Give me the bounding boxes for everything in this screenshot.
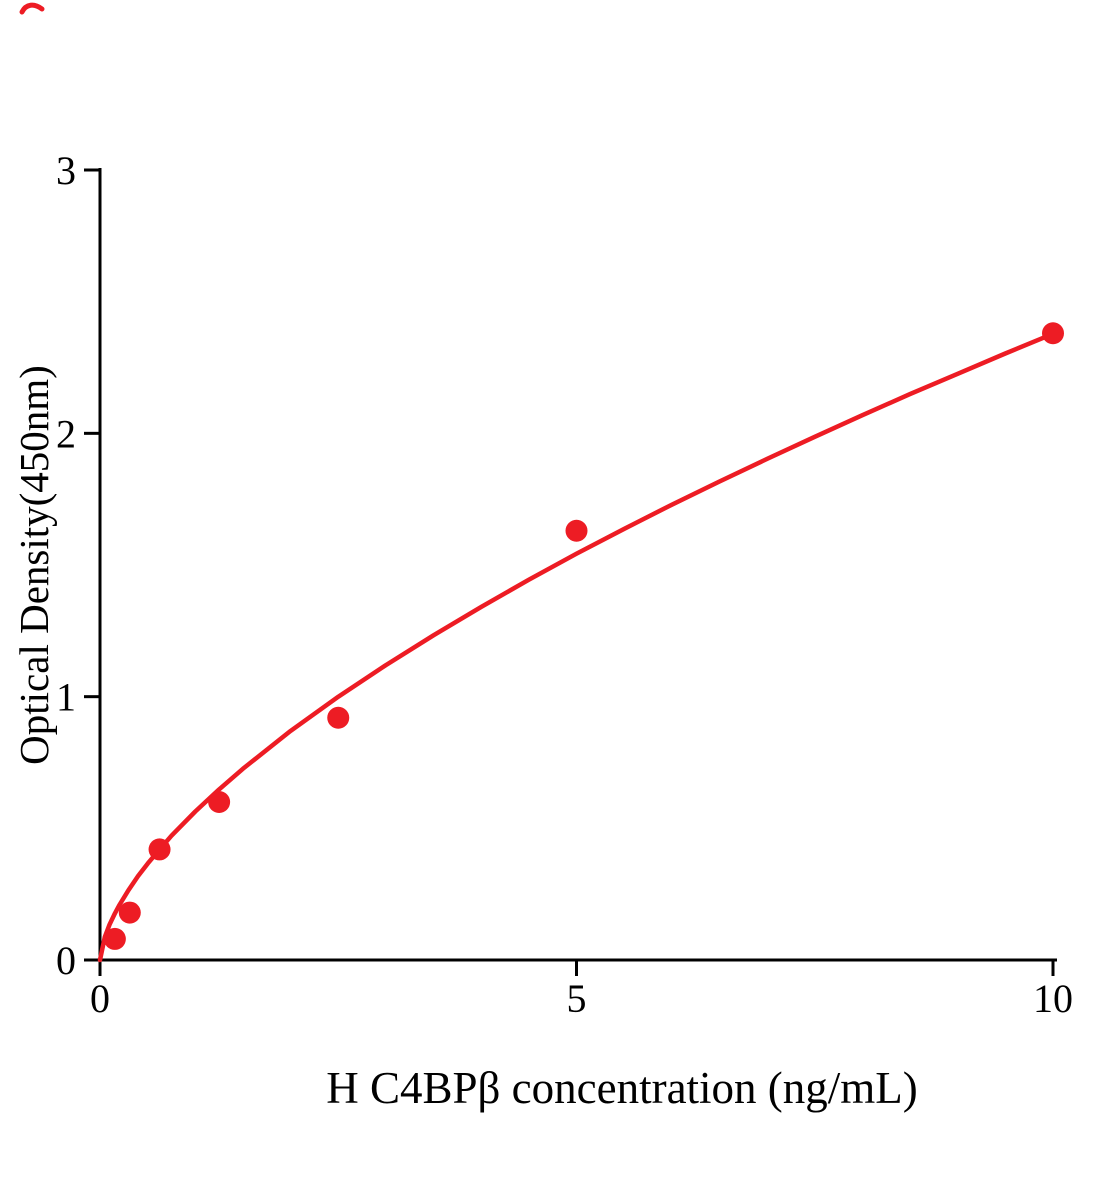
data-point — [148, 838, 171, 861]
x-axis-title: H C4BPβ concentration (ng/mL) — [326, 1063, 918, 1113]
data-point — [118, 901, 141, 924]
y-tick-label: 0 — [56, 938, 76, 983]
x-tick-label: 10 — [1033, 976, 1073, 1021]
x-tick-label: 0 — [90, 976, 110, 1021]
y-tick-label: 2 — [56, 411, 76, 456]
data-point — [103, 927, 126, 950]
y-axis-title: Optical Density(450nm) — [11, 365, 57, 765]
data-point — [327, 706, 350, 729]
y-tick-label: 1 — [56, 675, 76, 720]
data-point — [565, 519, 588, 542]
stray-red-mark — [19, 2, 45, 15]
fitted-curve — [97, 331, 1056, 963]
data-point — [1042, 322, 1064, 345]
x-tick-label: 5 — [567, 976, 587, 1021]
y-tick-label: 3 — [56, 148, 76, 193]
data-point — [208, 791, 231, 813]
